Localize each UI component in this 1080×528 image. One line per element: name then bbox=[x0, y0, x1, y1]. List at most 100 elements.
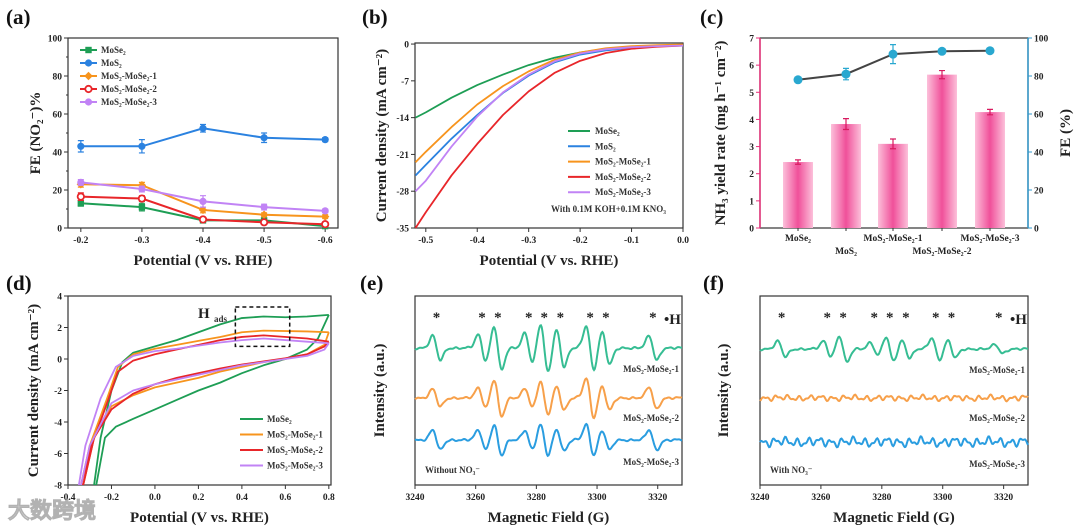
diamond-marker bbox=[259, 210, 269, 219]
legend-label: MoS₂-MoSe₂-1 bbox=[101, 71, 157, 81]
x-tick-label: 3280 bbox=[872, 493, 891, 503]
x-tick-label: 3320 bbox=[648, 493, 667, 503]
y-tick-label: 6 bbox=[749, 62, 754, 72]
y-axis-title: Current density (mA cm⁻²) bbox=[26, 304, 42, 477]
panel-label: (f) bbox=[703, 271, 724, 295]
panel-label: (a) bbox=[6, 5, 31, 29]
legend-label: MoS₂-MoSe₂-3 bbox=[267, 461, 323, 471]
y-tick-label: 60 bbox=[53, 111, 63, 121]
square-marker bbox=[85, 46, 92, 54]
x-tick-label: -0.2 bbox=[104, 493, 119, 503]
legend-label: MoS₂-MoSe₂-1 bbox=[595, 157, 651, 167]
y-tick-label: 0 bbox=[57, 225, 62, 235]
peak-asterisk: * bbox=[494, 310, 502, 326]
bar bbox=[783, 162, 813, 228]
y-tick-label: -4 bbox=[54, 419, 62, 429]
circle-marker bbox=[199, 124, 207, 132]
series-label: MoS₂-MoSe₂-1 bbox=[969, 365, 1025, 375]
error-bar bbox=[890, 138, 896, 150]
x-tick-label: 3260 bbox=[811, 493, 830, 503]
diamond-marker bbox=[84, 71, 93, 81]
fe-marker bbox=[793, 75, 803, 85]
y-right-tick-label: 60 bbox=[1034, 111, 1044, 121]
circle-marker bbox=[260, 203, 268, 211]
x-tick-label: 0.0 bbox=[677, 236, 689, 246]
x-axis-title: Potential (V vs. RHE) bbox=[480, 253, 619, 269]
x-tick-label: -0.4 bbox=[60, 493, 75, 503]
x-tick-label: -0.5 bbox=[257, 236, 272, 246]
open-circle-marker bbox=[321, 220, 330, 229]
open-circle-marker bbox=[84, 84, 93, 94]
x-tick-label: -0.3 bbox=[134, 236, 149, 246]
x-axis-title: Potential (V vs. RHE) bbox=[130, 510, 269, 526]
x-tick-label: 3320 bbox=[994, 493, 1013, 503]
circle-marker bbox=[138, 142, 146, 150]
y-axis-title: NH₃ yield rate (mg h⁻¹ cm⁻²) bbox=[713, 41, 729, 226]
h-radical-label: •H bbox=[1010, 312, 1027, 328]
y-tick-label: 4 bbox=[57, 293, 62, 303]
watermark: 大数跨境 bbox=[8, 498, 96, 524]
x-tick-label: 0.0 bbox=[149, 493, 161, 503]
x-tick-label: -0.4 bbox=[470, 236, 485, 246]
peak-asterisk: * bbox=[932, 310, 940, 326]
x-axis-title: Magnetic Field (G) bbox=[488, 510, 610, 526]
open-circle-marker bbox=[259, 218, 269, 227]
x-tick-label: 3240 bbox=[406, 493, 425, 503]
x-tick-label: -0.2 bbox=[73, 236, 88, 246]
y-axis-title: FE (NO₂⁻)% bbox=[28, 92, 44, 175]
series-label: MoS₂-MoSe₂-3 bbox=[969, 459, 1025, 469]
error-bar bbox=[939, 69, 945, 80]
x-tick-label: MoSe₂ bbox=[785, 234, 811, 244]
open-circle-marker bbox=[137, 194, 147, 203]
y-tick-label: 1 bbox=[749, 197, 754, 207]
circle-marker bbox=[77, 142, 85, 150]
condition-annotation: Without NO₃⁻ bbox=[425, 465, 480, 475]
plot-frame bbox=[414, 42, 684, 229]
epr-spectrum bbox=[759, 335, 1028, 363]
x-tick-label: MoS₂-MoSe₂-2 bbox=[913, 247, 972, 257]
circle-marker bbox=[199, 197, 207, 205]
legend-label: MoSe₂ bbox=[267, 414, 292, 424]
legend-label: MoS₂-MoSe₂-2 bbox=[101, 84, 157, 94]
legend-label: MoS₂ bbox=[101, 58, 122, 68]
y-tick-label: 7 bbox=[749, 35, 754, 45]
legend-label: MoS₂-MoSe₂-2 bbox=[595, 172, 651, 182]
peak-asterisk: * bbox=[433, 310, 441, 326]
x-tick-label: 3260 bbox=[466, 493, 485, 503]
peak-asterisk: * bbox=[557, 310, 565, 326]
y-tick-label: -7 bbox=[401, 77, 409, 87]
y-tick-label: -6 bbox=[54, 450, 62, 460]
peak-asterisk: * bbox=[602, 310, 610, 326]
condition-annotation: With NO₃⁻ bbox=[770, 465, 813, 475]
peak-asterisk: * bbox=[886, 310, 894, 326]
x-tick-label: -0.6 bbox=[318, 236, 333, 246]
y-axis-title: Intensity (a.u.) bbox=[372, 344, 388, 438]
y-right-tick-label: 40 bbox=[1034, 149, 1044, 159]
circle-marker bbox=[138, 185, 146, 193]
peak-asterisk: * bbox=[586, 310, 594, 326]
peak-asterisk: * bbox=[824, 310, 832, 326]
series-label: MoS₂-MoSe₂-2 bbox=[623, 413, 679, 423]
x-tick-label: -0.1 bbox=[624, 236, 639, 246]
y-tick-label: 2 bbox=[57, 324, 62, 334]
plot-frame bbox=[759, 295, 1029, 486]
x-tick-label: -0.5 bbox=[418, 236, 433, 246]
y-tick-label: -35 bbox=[396, 225, 409, 235]
series-label: MoS₂-MoSe₂-1 bbox=[623, 364, 679, 374]
series-line bbox=[414, 44, 684, 229]
legend-label: MoS₂-MoSe₂-3 bbox=[101, 97, 157, 107]
legend-label: MoS₂-MoSe₂-3 bbox=[595, 187, 651, 197]
y-axis-title: Current density (mA cm⁻²) bbox=[374, 49, 390, 222]
x-tick-label: -0.3 bbox=[521, 236, 536, 246]
x-tick-label: 3300 bbox=[933, 493, 952, 503]
square-marker bbox=[77, 200, 85, 207]
y-right-axis-title: FE (%) bbox=[1058, 109, 1074, 157]
y-tick-label: -14 bbox=[396, 114, 409, 124]
legend-label: MoS₂ bbox=[595, 141, 616, 151]
square-marker bbox=[138, 203, 146, 211]
y-right-tick-label: 0 bbox=[1034, 225, 1039, 235]
fe-marker bbox=[841, 69, 851, 79]
fe-marker bbox=[888, 49, 898, 59]
x-tick-label: MoS₂-MoSe₂-1 bbox=[864, 234, 923, 244]
